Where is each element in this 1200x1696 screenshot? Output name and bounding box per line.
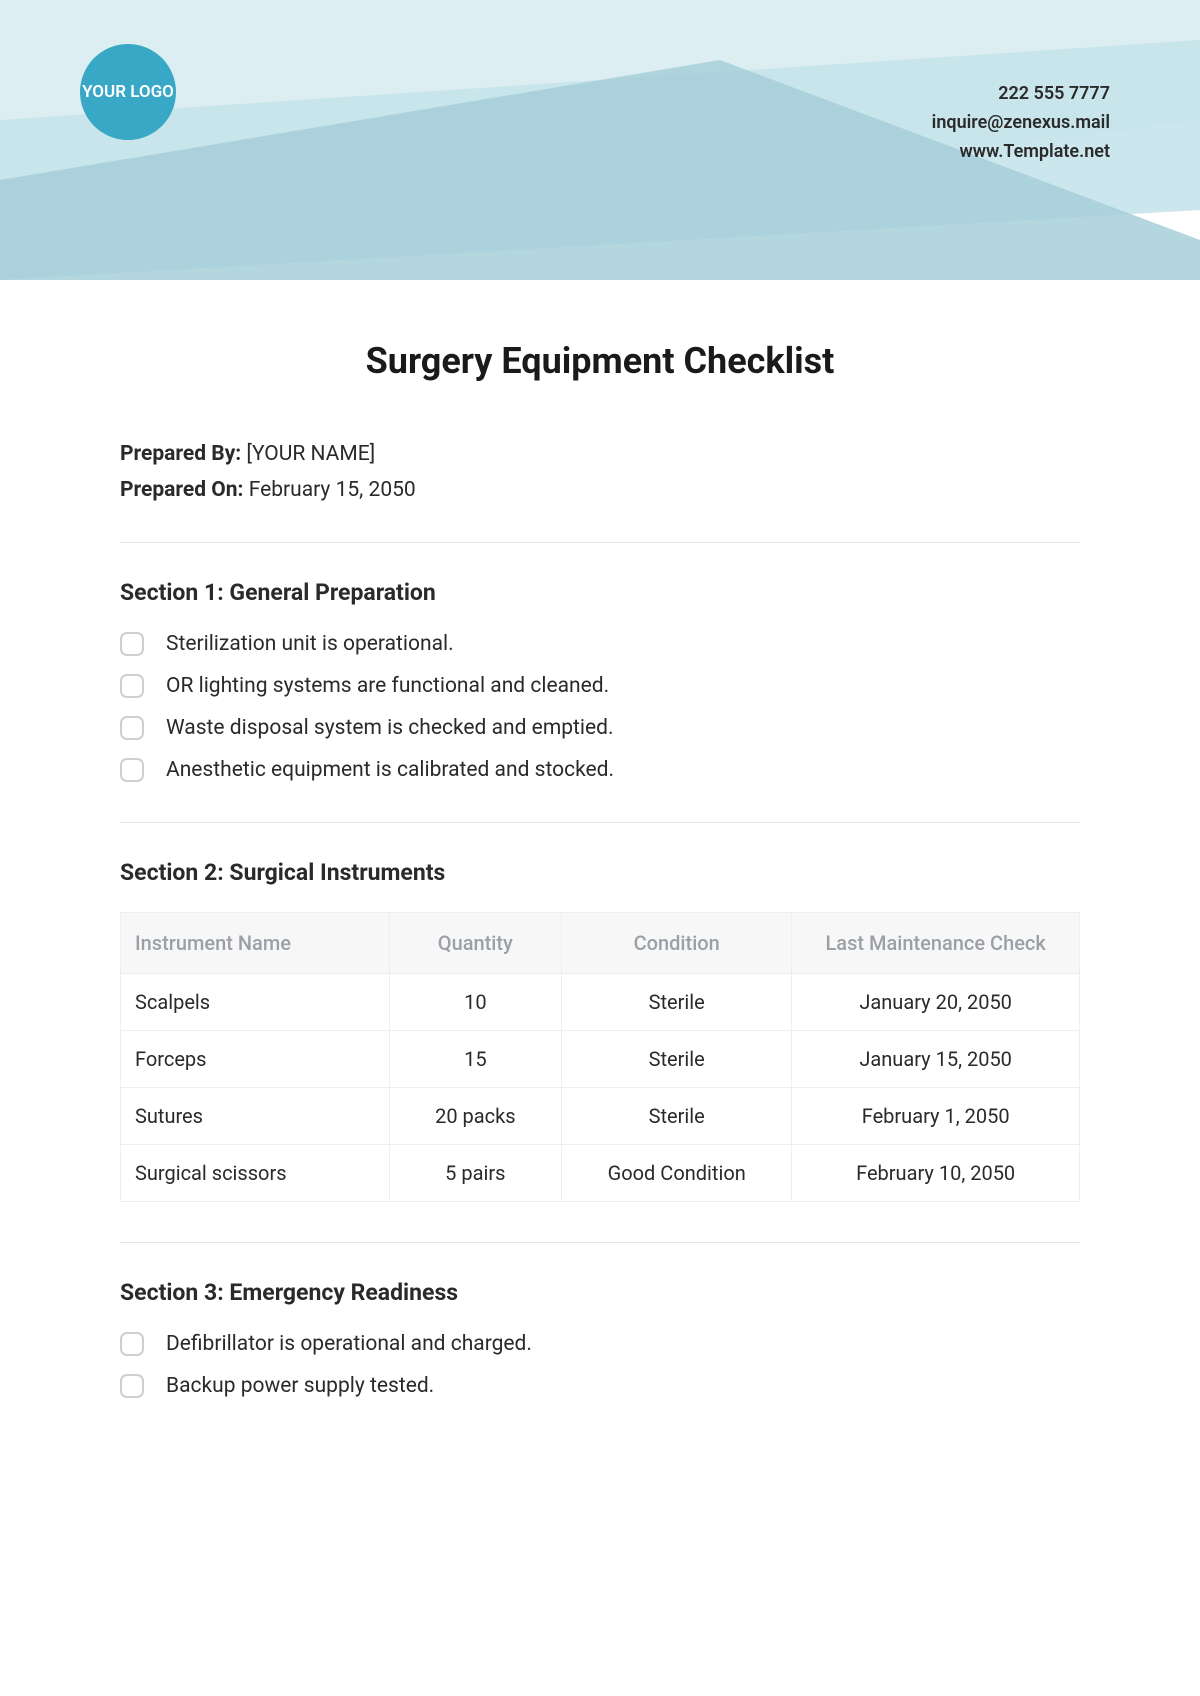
table-cell: 5 pairs — [389, 1145, 562, 1202]
checkbox[interactable] — [120, 1374, 144, 1398]
section3-list: Defibrillator is operational and charged… — [120, 1332, 1080, 1398]
header-band: YOUR LOGO 222 555 7777 inquire@zenexus.m… — [0, 0, 1200, 280]
table-cell: Sterile — [562, 1088, 792, 1145]
contact-phone: 222 555 7777 — [932, 80, 1110, 109]
table-cell: Sutures — [121, 1088, 390, 1145]
checklist-item-label: OR lighting systems are functional and c… — [166, 674, 609, 698]
table-cell: Scalpels — [121, 974, 390, 1031]
instruments-table: Instrument NameQuantityConditionLast Mai… — [120, 912, 1080, 1202]
checkbox[interactable] — [120, 674, 144, 698]
table-head-row: Instrument NameQuantityConditionLast Mai… — [121, 913, 1080, 974]
table-row: Scalpels10SterileJanuary 20, 2050 — [121, 974, 1080, 1031]
table-cell: 20 packs — [389, 1088, 562, 1145]
checkbox[interactable] — [120, 758, 144, 782]
contact-block: 222 555 7777 inquire@zenexus.mail www.Te… — [932, 80, 1110, 166]
table-row: Forceps15SterileJanuary 15, 2050 — [121, 1031, 1080, 1088]
table-cell: February 10, 2050 — [792, 1145, 1080, 1202]
table-cell: Sterile — [562, 974, 792, 1031]
divider — [120, 542, 1080, 543]
checklist-item-label: Sterilization unit is operational. — [166, 632, 454, 656]
checkbox[interactable] — [120, 632, 144, 656]
table-cell: Sterile — [562, 1031, 792, 1088]
table-cell: Good Condition — [562, 1145, 792, 1202]
logo-text: YOUR LOGO — [82, 83, 174, 102]
checkbox[interactable] — [120, 1332, 144, 1356]
list-item: Backup power supply tested. — [120, 1374, 1080, 1398]
section1-list: Sterilization unit is operational. OR lig… — [120, 632, 1080, 782]
checklist-item-label: Anesthetic equipment is calibrated and s… — [166, 758, 614, 782]
contact-email: inquire@zenexus.mail — [932, 109, 1110, 138]
checkbox[interactable] — [120, 716, 144, 740]
checklist-item-label: Backup power supply tested. — [166, 1374, 434, 1398]
prepared-on-value: February 15, 2050 — [249, 478, 416, 502]
prepared-on: Prepared On: February 15, 2050 — [120, 478, 1080, 502]
document-content: Surgery Equipment Checklist Prepared By:… — [0, 280, 1200, 1398]
divider — [120, 1242, 1080, 1243]
prepared-by: Prepared By: [YOUR NAME] — [120, 442, 1080, 466]
contact-website: www.Template.net — [932, 138, 1110, 167]
table-header-cell: Last Maintenance Check — [792, 913, 1080, 974]
section1-title: Section 1: General Preparation — [120, 579, 1080, 606]
table-row: Sutures20 packsSterileFebruary 1, 2050 — [121, 1088, 1080, 1145]
prepared-on-label: Prepared On: — [120, 478, 243, 502]
table-cell: January 20, 2050 — [792, 974, 1080, 1031]
prepared-by-label: Prepared By: — [120, 442, 241, 466]
list-item: Sterilization unit is operational. — [120, 632, 1080, 656]
table-header-cell: Quantity — [389, 913, 562, 974]
prepared-by-value: [YOUR NAME] — [246, 442, 375, 466]
section3-title: Section 3: Emergency Readiness — [120, 1279, 1080, 1306]
section2-title: Section 2: Surgical Instruments — [120, 859, 1080, 886]
table-cell: 10 — [389, 974, 562, 1031]
logo-placeholder: YOUR LOGO — [80, 44, 176, 140]
list-item: Defibrillator is operational and charged… — [120, 1332, 1080, 1356]
checklist-item-label: Defibrillator is operational and charged… — [166, 1332, 532, 1356]
list-item: Anesthetic equipment is calibrated and s… — [120, 758, 1080, 782]
table-header-cell: Instrument Name — [121, 913, 390, 974]
table-cell: Forceps — [121, 1031, 390, 1088]
table-cell: January 15, 2050 — [792, 1031, 1080, 1088]
table-cell: 15 — [389, 1031, 562, 1088]
table-cell: Surgical scissors — [121, 1145, 390, 1202]
table-row: Surgical scissors5 pairsGood ConditionFe… — [121, 1145, 1080, 1202]
document-title: Surgery Equipment Checklist — [120, 340, 1080, 382]
table-cell: February 1, 2050 — [792, 1088, 1080, 1145]
table-header-cell: Condition — [562, 913, 792, 974]
list-item: OR lighting systems are functional and c… — [120, 674, 1080, 698]
list-item: Waste disposal system is checked and emp… — [120, 716, 1080, 740]
checklist-item-label: Waste disposal system is checked and emp… — [166, 716, 614, 740]
divider — [120, 822, 1080, 823]
